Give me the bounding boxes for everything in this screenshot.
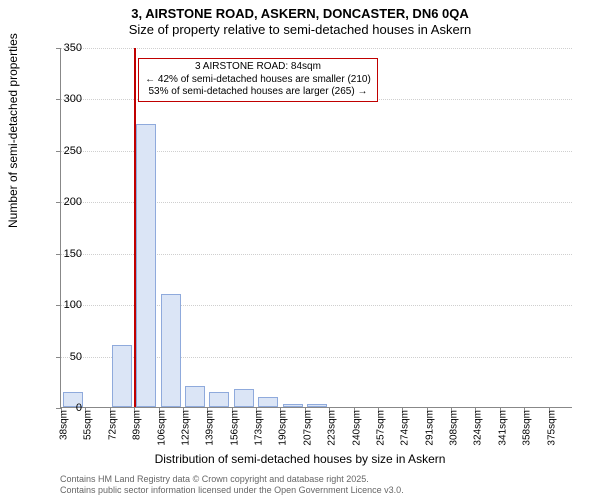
x-tick-label: 72sqm <box>107 410 118 440</box>
x-axis-title: Distribution of semi-detached houses by … <box>0 452 600 466</box>
histogram-bar <box>112 345 132 407</box>
annotation-line: 53% of semi-detached houses are larger (… <box>145 86 371 99</box>
histogram-bar <box>209 392 229 407</box>
y-tick-label: 50 <box>42 351 82 363</box>
x-tick-label: 240sqm <box>351 410 362 446</box>
x-tick-label: 291sqm <box>424 410 435 446</box>
x-tick-label: 55sqm <box>83 410 94 440</box>
y-tick-label: 200 <box>42 196 82 208</box>
grid-line <box>61 48 572 49</box>
x-tick-label: 38sqm <box>59 410 70 440</box>
histogram-bar <box>185 386 205 407</box>
x-tick-label: 139sqm <box>205 410 216 446</box>
reference-marker-line <box>134 48 136 407</box>
x-tick-label: 89sqm <box>132 410 143 440</box>
histogram-bar <box>307 404 327 407</box>
x-tick-label: 122sqm <box>180 410 191 446</box>
chart-area: 38sqm55sqm72sqm89sqm106sqm122sqm139sqm15… <box>60 48 572 408</box>
x-tick-label: 358sqm <box>522 410 533 446</box>
plot-region: 38sqm55sqm72sqm89sqm106sqm122sqm139sqm15… <box>60 48 572 408</box>
y-tick-label: 300 <box>42 93 82 105</box>
x-tick-label: 375sqm <box>546 410 557 446</box>
x-tick-label: 324sqm <box>473 410 484 446</box>
histogram-bar <box>234 389 254 408</box>
x-tick-label: 341sqm <box>497 410 508 446</box>
y-tick-label: 100 <box>42 299 82 311</box>
x-tick-label: 308sqm <box>449 410 460 446</box>
x-tick-label: 257sqm <box>375 410 386 446</box>
histogram-bar <box>283 404 303 407</box>
y-tick-label: 250 <box>42 145 82 157</box>
title-line-1: 3, AIRSTONE ROAD, ASKERN, DONCASTER, DN6… <box>0 6 600 22</box>
x-tick-label: 207sqm <box>302 410 313 446</box>
x-tick-label: 190sqm <box>278 410 289 446</box>
annotation-line: 3 AIRSTONE ROAD: 84sqm <box>145 61 371 74</box>
footer-line-2: Contains public sector information licen… <box>60 485 404 496</box>
x-tick-label: 274sqm <box>400 410 411 446</box>
y-tick-label: 150 <box>42 248 82 260</box>
y-tick-label: 350 <box>42 42 82 54</box>
histogram-bar <box>161 294 181 407</box>
x-tick-label: 106sqm <box>156 410 167 446</box>
histogram-bar <box>258 397 278 407</box>
chart-title-block: 3, AIRSTONE ROAD, ASKERN, DONCASTER, DN6… <box>0 0 600 39</box>
annotation-line: ← 42% of semi-detached houses are smalle… <box>145 74 371 87</box>
y-axis-title: Number of semi-detached properties <box>6 33 20 228</box>
footer-attribution: Contains HM Land Registry data © Crown c… <box>60 474 404 496</box>
footer-line-1: Contains HM Land Registry data © Crown c… <box>60 474 404 485</box>
x-tick-label: 223sqm <box>327 410 338 446</box>
y-tick-label: 0 <box>42 402 82 414</box>
title-line-2: Size of property relative to semi-detach… <box>0 22 600 38</box>
histogram-bar <box>136 124 156 407</box>
x-tick-label: 173sqm <box>254 410 265 446</box>
annotation-box: 3 AIRSTONE ROAD: 84sqm← 42% of semi-deta… <box>138 58 378 102</box>
x-tick-label: 156sqm <box>229 410 240 446</box>
